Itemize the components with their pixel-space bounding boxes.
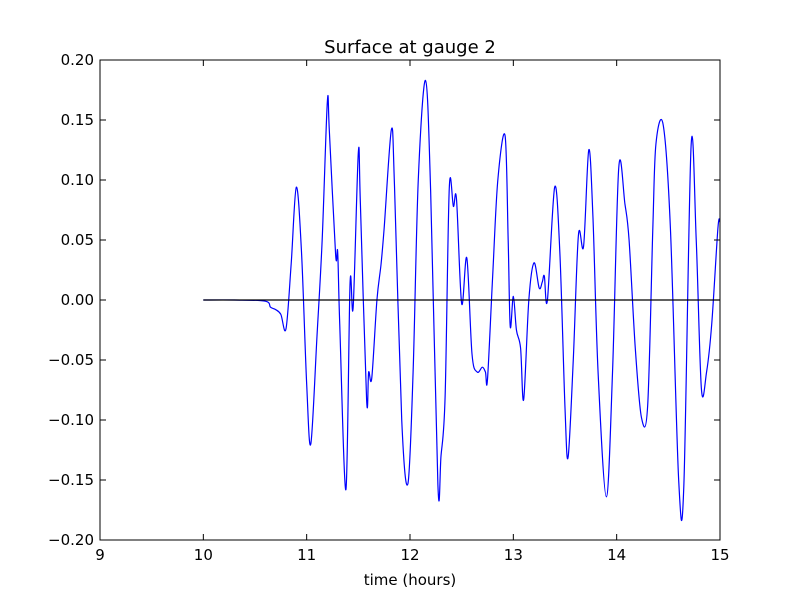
y-tick-label: 0.15 [61,111,94,129]
x-tick-label: 13 [504,546,523,564]
x-tick-label: 9 [95,546,105,564]
plot-area [203,79,720,522]
x-tick-label: 14 [607,546,626,564]
y-tick-label: 0.20 [61,51,94,69]
y-tick-label: 0.10 [61,171,94,189]
x-tick-label: 10 [194,546,213,564]
y-axis: −0.20 −0.15 −0.10 −0.05 0.00 0.05 0.10 0.15 0.20 [48,51,720,549]
y-tick-label: 0.05 [61,231,94,249]
surface-series-line [203,79,720,522]
x-axis: 9 10 11 12 13 14 15 [95,60,730,564]
y-tick-label: −0.20 [48,531,94,549]
y-tick-label: −0.15 [48,471,94,489]
x-tick-label: 15 [710,546,729,564]
chart-title: Surface at gauge 2 [324,37,496,58]
x-axis-label: time (hours) [364,571,457,589]
y-tick-label: 0.00 [61,291,94,309]
y-tick-label: −0.05 [48,351,94,369]
x-tick-label: 11 [297,546,316,564]
x-tick-label: 12 [400,546,419,564]
y-tick-label: −0.10 [48,411,94,429]
